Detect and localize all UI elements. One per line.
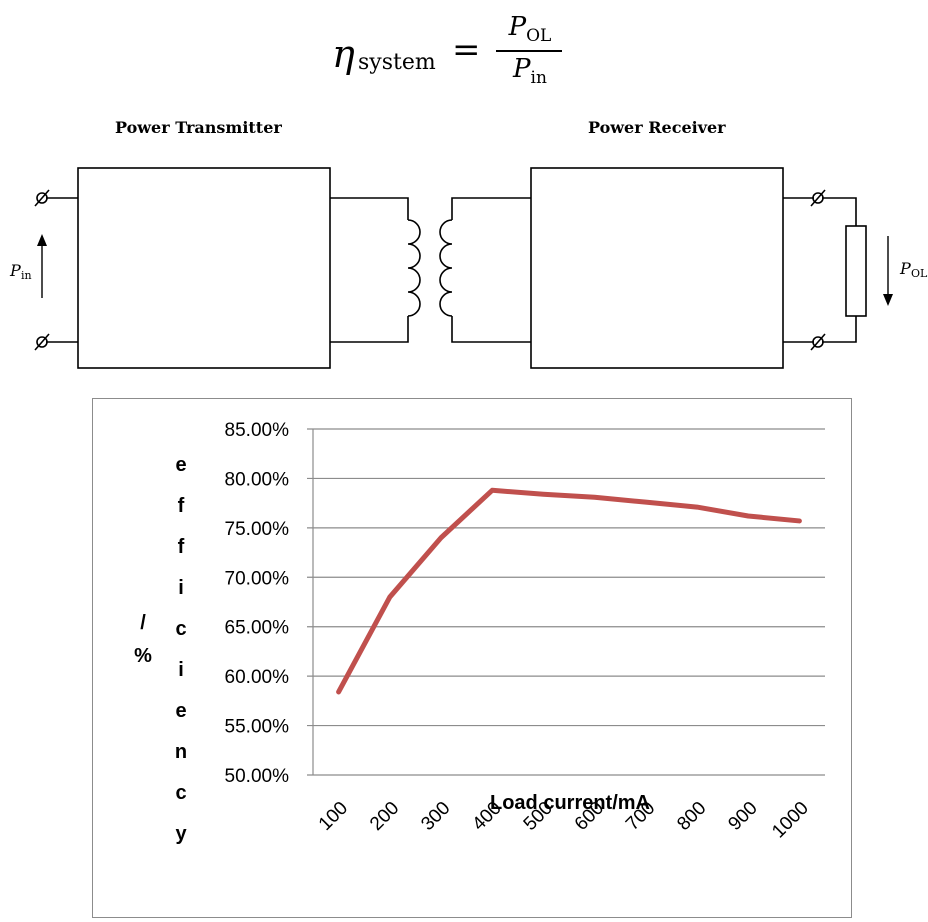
formula-denominator: Pin: [498, 54, 562, 88]
gridlines: [307, 428, 825, 776]
y-axis-title-letter: c: [175, 782, 186, 804]
formula-equals-sign: =: [452, 30, 481, 70]
pol-arrow: [883, 236, 893, 306]
y-tick-label: 65.00%: [225, 618, 290, 639]
y-tick-label: 60.00%: [225, 667, 290, 688]
y-tick-label: 85.00%: [225, 420, 290, 441]
y-axis-title-letter: e: [175, 454, 186, 476]
formula-numerator-symbol: P: [508, 12, 527, 42]
receiver-coil-wire-bottom: [451, 316, 531, 343]
pol-subscript: OL: [911, 267, 928, 280]
y-axis-title-letter: i: [178, 577, 184, 599]
terminal-symbol-bl: [34, 333, 50, 351]
efficiency-chart-svg: 85.00% 80.00% 75.00% 70.00% 65.00% 60.00% 55.0…: [134, 420, 825, 845]
transmitter-coil-wire-top: [330, 197, 409, 220]
receiver-box: [530, 167, 784, 369]
y-tick-label: 75.00%: [225, 519, 290, 540]
load-resistor: [845, 225, 867, 317]
x-axis-title: Load current/mA: [490, 792, 650, 814]
y-tick-labels: 85.00% 80.00% 75.00% 70.00% 65.00% 60.00% 55.0…: [225, 420, 290, 787]
y-axis-title-letter: n: [175, 741, 187, 763]
x-tick-label: 800: [673, 798, 710, 835]
formula-eta-symbol: η: [332, 32, 355, 76]
x-tick-label: 300: [417, 798, 454, 835]
y-axis-title-letter: i: [178, 659, 184, 681]
transmitter-coil-wire-bottom: [330, 316, 409, 343]
receiver-coil: [439, 219, 453, 317]
receiver-coil-wire-top: [451, 197, 531, 220]
formula-fraction-bar: [496, 50, 562, 52]
pin-symbol: P: [9, 261, 21, 280]
y-tick-label: 80.00%: [225, 469, 290, 490]
formula-numerator: POL: [498, 12, 562, 46]
y-tick-label: 50.00%: [225, 766, 290, 787]
y-axis-title-letter: y: [175, 823, 187, 845]
transmitter-box: [77, 167, 331, 369]
power-transfer-diagram: P in P OL: [9, 167, 928, 369]
y-axis-title-letter: e: [175, 700, 186, 722]
formula-denominator-subscript: in: [530, 68, 547, 89]
formula-denominator-symbol: P: [513, 54, 531, 84]
power-transmitter-label: Power Transmitter: [115, 118, 282, 137]
efficiency-chart: 85.00% 80.00% 75.00% 70.00% 65.00% 60.00% 55.0…: [92, 398, 852, 918]
system-efficiency-formula: η system = POL Pin: [320, 8, 562, 88]
receiver-output-wire-top-b: [822, 197, 857, 226]
x-tick-label: 100: [315, 798, 352, 835]
y-axis-title-letter: c: [175, 618, 186, 640]
x-tick-label: 1000: [768, 798, 813, 843]
x-tick-label: 900: [724, 798, 761, 835]
pin-subscript: in: [21, 269, 32, 282]
terminal-symbol-br: [810, 333, 826, 351]
y-axis-unit-letter: %: [134, 645, 152, 667]
pol-symbol: P: [899, 259, 911, 278]
transmitter-coil: [407, 219, 421, 317]
terminal-symbol-tl: [34, 189, 50, 207]
terminal-symbol-tr: [810, 189, 826, 207]
power-receiver-label: Power Receiver: [588, 118, 726, 137]
receiver-output-wire-bottom-b: [822, 316, 857, 343]
series-lines: [336, 487, 802, 695]
y-tick-label: 70.00%: [225, 568, 290, 589]
formula-eta-subscript: system: [358, 50, 436, 75]
formula-numerator-subscript: OL: [526, 26, 552, 47]
y-axis-title-letter: f: [178, 495, 185, 517]
y-axis-unit-letter: /: [140, 612, 146, 634]
pin-arrow: [37, 234, 47, 298]
y-axis-title-letter: f: [178, 536, 185, 558]
efficiency-series-line: [336, 487, 802, 695]
x-tick-label: 200: [366, 798, 403, 835]
y-tick-label: 55.00%: [225, 717, 290, 738]
